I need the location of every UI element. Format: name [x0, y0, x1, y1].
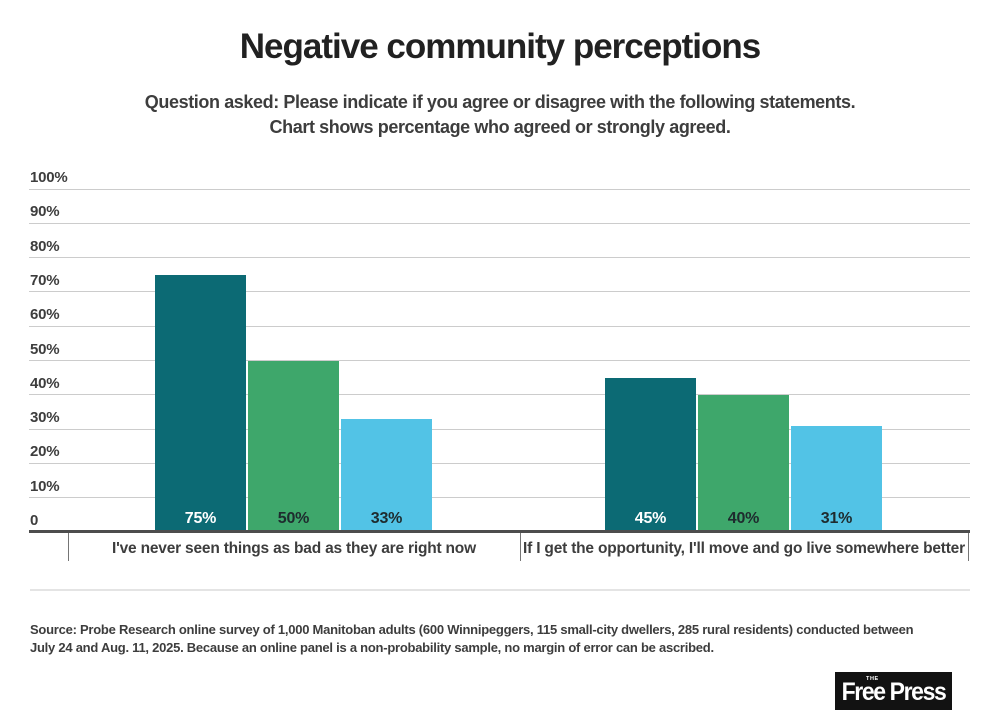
y-axis-tick-label: 80%	[30, 237, 60, 255]
free-press-logo-the: THE	[866, 676, 879, 682]
y-axis-tick-label: 10%	[30, 477, 60, 495]
free-press-logo: THE Free Press	[835, 672, 952, 710]
bar-green-group-1	[248, 360, 339, 532]
chart-subtitle-line-1: Question asked: Please indicate if you a…	[144, 92, 856, 112]
source-note-line-1: Source: Probe Research online survey of …	[30, 622, 914, 637]
y-axis-tick-label: 50%	[30, 340, 60, 358]
bar-dark-teal-group-2	[605, 377, 696, 532]
gridline	[29, 394, 970, 396]
x-axis-tick-left	[68, 533, 69, 561]
chart-subtitle-line-2: Chart shows percentage who agreed or str…	[269, 117, 731, 137]
bar-value-label: 31%	[820, 510, 853, 527]
gridline	[29, 428, 970, 430]
gridline	[29, 291, 970, 293]
bar-value-label: 75%	[184, 510, 217, 527]
footer-separator	[30, 589, 970, 591]
bar-green-group-2	[698, 394, 789, 532]
y-axis-tick-label: 100%	[30, 169, 68, 186]
category-label-group-1: I've never seen things as bad as they ar…	[112, 540, 476, 557]
category-label-group-2: If I get the opportunity, I'll move and …	[523, 540, 965, 557]
y-axis-tick-label: 70%	[30, 271, 60, 289]
x-axis-tick-middle	[520, 533, 521, 561]
gridline	[29, 325, 970, 327]
bar-value-label: 40%	[727, 510, 760, 527]
gridline	[29, 257, 970, 259]
x-axis-line	[29, 530, 970, 533]
source-note-line-2: July 24 and Aug. 11, 2025. Because an on…	[30, 639, 714, 655]
chart-subtitle: Question asked: Please indicate if you a…	[0, 90, 1000, 140]
y-axis-tick-label: 40%	[30, 374, 60, 392]
y-axis-tick-label: 0	[30, 512, 39, 529]
bar-value-label: 50%	[277, 510, 310, 527]
bar-light-blue-group-1	[341, 418, 432, 532]
y-axis-tick-label: 30%	[30, 409, 60, 427]
chart-title: Negative community perceptions	[239, 27, 761, 66]
gridline	[29, 462, 970, 464]
source-note: Source: Probe Research online survey of …	[30, 621, 975, 656]
free-press-logo-name: Free Press	[841, 678, 947, 706]
y-axis-tick-label: 20%	[30, 443, 60, 461]
bar-light-blue-group-2	[791, 425, 882, 532]
y-axis-tick-label: 90%	[30, 203, 60, 221]
gridline	[29, 360, 970, 361]
bar-value-label: 33%	[370, 510, 403, 527]
gridline	[29, 222, 970, 224]
gridline	[29, 188, 970, 190]
bar-dark-teal-group-1	[155, 274, 246, 532]
x-axis-tick-right	[968, 533, 969, 561]
y-axis-tick-label: 60%	[30, 306, 60, 324]
bar-value-label: 45%	[634, 510, 667, 527]
gridline	[29, 497, 970, 499]
